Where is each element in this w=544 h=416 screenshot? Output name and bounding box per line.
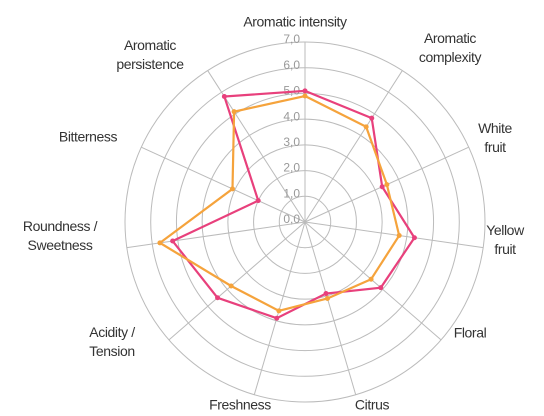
tick-label: 1,0 (283, 186, 300, 200)
axis-label: Floral (453, 324, 487, 341)
spoke (141, 146, 306, 223)
spoke (304, 221, 484, 249)
spoke (304, 70, 403, 223)
point (379, 184, 385, 190)
tick-label: 3,0 (283, 135, 300, 149)
point (378, 285, 384, 291)
axis-label: Aromatic intensity (243, 13, 347, 30)
point (274, 315, 280, 321)
point (323, 291, 329, 297)
point (157, 240, 163, 246)
point (170, 238, 176, 244)
axis-label: Bitterness (58, 128, 118, 145)
point (324, 295, 330, 301)
axis-label: Citrus (354, 396, 390, 413)
point (384, 182, 390, 188)
point (229, 186, 235, 192)
axis-label: Roundness / Sweetness (22, 218, 98, 253)
spoke (168, 221, 306, 341)
tick-label: 7,0 (283, 32, 300, 46)
spoke (304, 221, 357, 395)
axis-label: Aromatic complexity (418, 30, 482, 65)
axis-label: Freshness (209, 396, 271, 413)
axis-label: Yellow fruit (486, 222, 524, 257)
series-line (157, 94, 401, 312)
point (396, 233, 402, 239)
point (215, 295, 221, 301)
point (369, 115, 375, 121)
tick-label: 5,0 (283, 84, 300, 98)
point (276, 308, 282, 314)
spoke (304, 221, 442, 341)
point (221, 94, 227, 100)
point (255, 198, 261, 204)
tick-label: 2,0 (283, 161, 300, 175)
spoke (126, 221, 306, 249)
point (228, 283, 234, 289)
point (411, 235, 417, 241)
tick-label: 6,0 (283, 58, 300, 72)
point (302, 93, 308, 99)
axis-label: Aromatic persistence (116, 37, 184, 72)
point (363, 124, 369, 130)
axis-label: Acidity / Tension (89, 324, 135, 359)
axis-label: White fruit (478, 120, 512, 155)
tick-label: 4,0 (283, 109, 300, 123)
point (368, 276, 374, 282)
point (302, 88, 308, 94)
tick-label: 0,0 (283, 212, 300, 226)
spoke (253, 221, 306, 395)
point (231, 109, 237, 115)
